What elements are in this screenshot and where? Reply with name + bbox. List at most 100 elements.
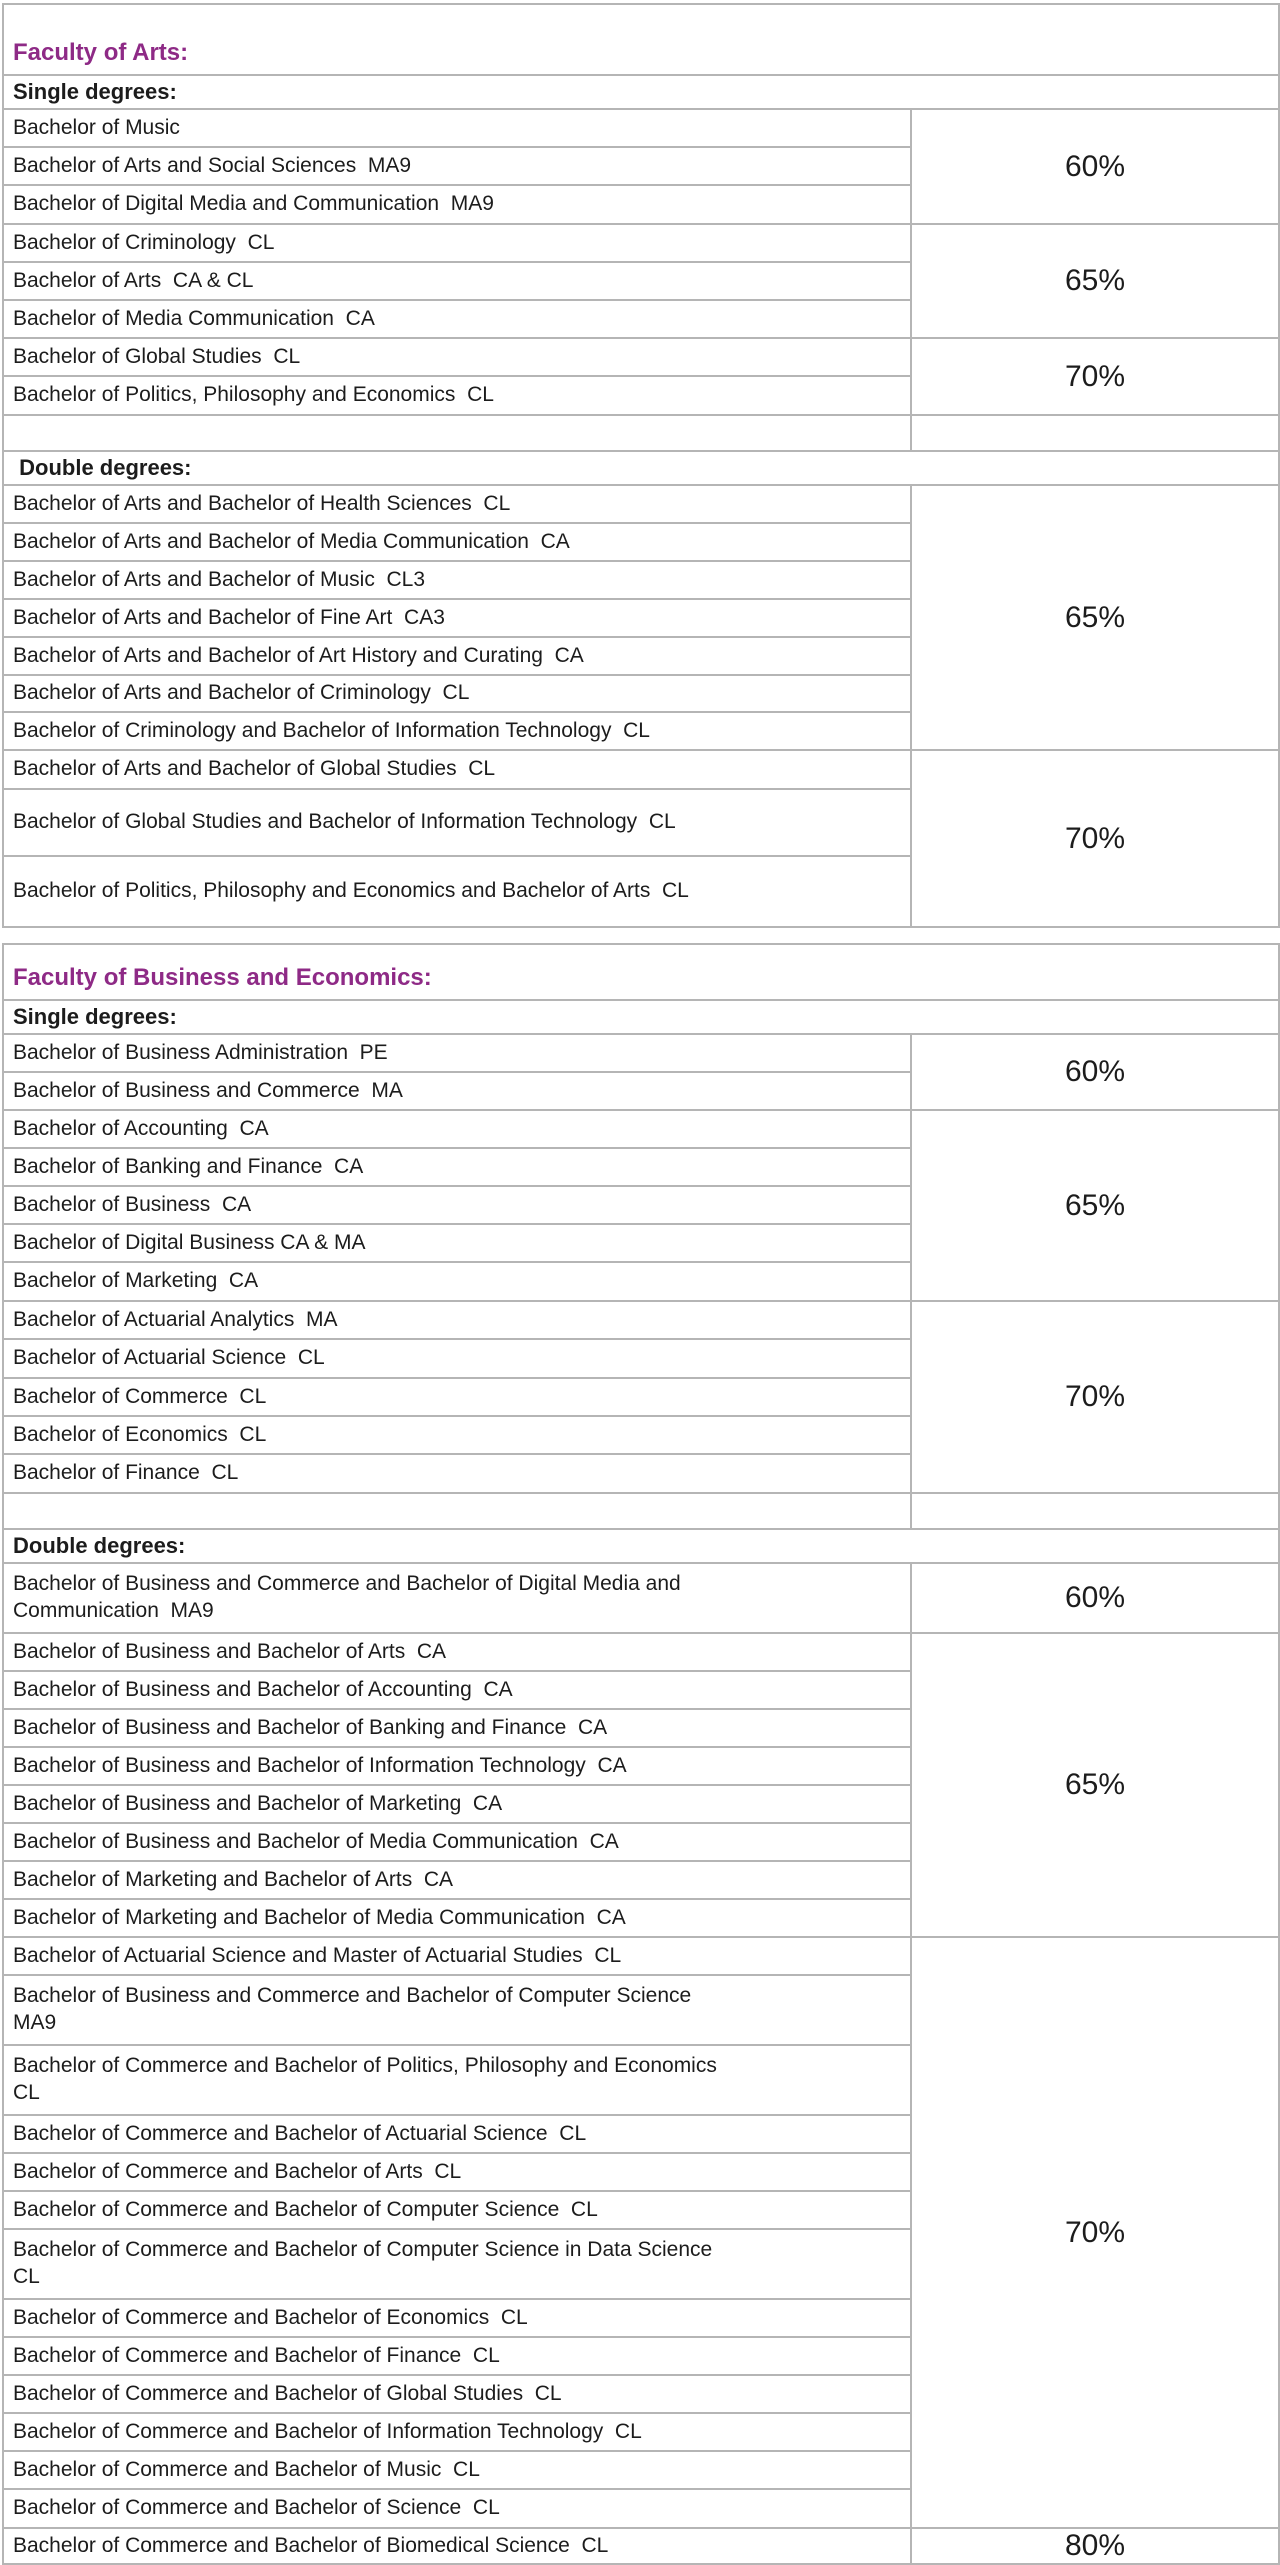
degree-row: Bachelor of Global Studies and Bachelor … <box>2 788 1279 857</box>
degree-name: Bachelor of Banking and Finance CA <box>2 1147 912 1187</box>
degree-name: Bachelor of Business and Bachelor of Ban… <box>2 1708 912 1748</box>
degree-row: Bachelor of Marketing and Bachelor of Ar… <box>2 1860 1279 1900</box>
degree-name: Bachelor of Digital Business CA & MA <box>2 1223 912 1263</box>
degree-name: Bachelor of Business and Bachelor of Med… <box>2 1822 912 1862</box>
degree-name: Bachelor of Business CA <box>2 1185 912 1225</box>
percent-value: 70% <box>909 1936 1280 2529</box>
degree-row: Bachelor of Arts and Social Sciences MA9 <box>2 146 1279 186</box>
faculty-heading-row: Faculty of Business and Economics: <box>1 943 1280 1001</box>
degree-row: Bachelor of Business and Commerce and Ba… <box>2 1974 1279 2046</box>
degree-row: Bachelor of Finance CL <box>2 1453 1279 1494</box>
degree-name: Bachelor of Actuarial Analytics MA <box>2 1300 912 1340</box>
degree-name: Bachelor of Criminology CL <box>2 223 912 263</box>
degree-row: Bachelor of Arts CA & CL <box>2 261 1279 301</box>
degree-name: Bachelor of Commerce and Bachelor of Act… <box>2 2114 912 2154</box>
degree-row: Bachelor of Politics, Philosophy and Eco… <box>2 375 1279 416</box>
degree-row: Bachelor of Arts and Bachelor of Art His… <box>2 636 1279 676</box>
degree-row: Bachelor of Commerce and Bachelor of Eco… <box>2 2298 1279 2338</box>
degree-name: Bachelor of Global Studies and Bachelor … <box>2 788 912 857</box>
degree-row: Bachelor of Commerce and Bachelor of Bio… <box>2 2527 1280 2565</box>
degree-name: Bachelor of Business and Bachelor of Acc… <box>2 1670 912 1710</box>
degree-name: Bachelor of Commerce and Bachelor of Eco… <box>2 2298 912 2338</box>
section-label: Single degrees: <box>1 999 1280 1035</box>
degree-name: Bachelor of Business and Commerce and Ba… <box>2 1562 912 1634</box>
degree-row: Bachelor of Actuarial Science CL <box>2 1338 1279 1379</box>
degree-name: Bachelor of Commerce and Bachelor of Pol… <box>2 2044 912 2116</box>
degree-row: Bachelor of Accounting CA 65% <box>2 1109 1280 1302</box>
degree-name: Bachelor of Arts CA & CL <box>2 261 912 301</box>
degree-name: Bachelor of Commerce and Bachelor of Sci… <box>2 2488 912 2529</box>
degree-row: Bachelor of Business Administration PE 60… <box>2 1033 1280 1111</box>
degree-row: Bachelor of Commerce and Bachelor of Com… <box>2 2190 1279 2230</box>
section-label: Double degrees: <box>2 450 1280 486</box>
faculty-table: Faculty of Arts: Single degrees: Bachelor … <box>2 3 1280 928</box>
degree-name: Bachelor of Business and Commerce and Ba… <box>2 1974 912 2046</box>
percent-value: 60% <box>909 1562 1280 1634</box>
table-gap <box>0 928 1280 943</box>
degree-row: Bachelor of Media Communication CA <box>2 299 1279 339</box>
degree-name: Bachelor of Media Communication CA <box>2 299 912 339</box>
degree-name: Bachelor of Business and Bachelor of Art… <box>2 1632 912 1672</box>
degree-name: Bachelor of Commerce and Bachelor of Mus… <box>2 2450 912 2490</box>
degree-name: Bachelor of Arts and Bachelor of Health … <box>2 484 912 524</box>
degree-name: Bachelor of Arts and Bachelor of Art His… <box>2 636 912 676</box>
degree-row: Bachelor of Marketing and Bachelor of Me… <box>2 1898 1279 1938</box>
degree-row: Bachelor of Business and Commerce MA <box>2 1071 1279 1111</box>
degree-name: Bachelor of Commerce and Bachelor of Bio… <box>2 2527 912 2565</box>
degree-row: Bachelor of Business CA <box>2 1185 1279 1225</box>
degree-name: Bachelor of Criminology and Bachelor of … <box>2 711 912 751</box>
degree-row: Bachelor of Digital Media and Communicat… <box>2 184 1279 225</box>
degree-name: Bachelor of Commerce CL <box>2 1377 912 1417</box>
degree-row: Bachelor of Criminology and Bachelor of … <box>2 711 1279 751</box>
spacer-cell-left <box>2 414 912 452</box>
degree-row: Bachelor of Arts and Bachelor of Music C… <box>2 560 1279 600</box>
degree-name: Bachelor of Business and Commerce MA <box>2 1071 912 1111</box>
degree-name: Bachelor of Accounting CA <box>2 1109 912 1149</box>
degree-name: Bachelor of Finance CL <box>2 1453 912 1494</box>
degree-row: Bachelor of Banking and Finance CA <box>2 1147 1279 1187</box>
degree-name: Bachelor of Politics, Philosophy and Eco… <box>2 855 912 928</box>
degree-row: Bachelor of Arts and Bachelor of Global … <box>2 749 1280 928</box>
degree-name: Bachelor of Economics CL <box>2 1415 912 1455</box>
degree-row: Bachelor of Arts and Bachelor of Crimino… <box>2 674 1279 713</box>
degree-row: Bachelor of Actuarial Analytics MA 70% <box>2 1300 1280 1494</box>
degree-row: Bachelor of Marketing CA <box>2 1261 1279 1302</box>
degree-row: Bachelor of Politics, Philosophy and Eco… <box>2 855 1279 928</box>
percent-value: 65% <box>910 223 1280 339</box>
degree-name: Bachelor of Business and Bachelor of Mar… <box>2 1784 912 1824</box>
degree-name: Bachelor of Marketing and Bachelor of Ar… <box>2 1860 912 1900</box>
spacer-cell-left <box>2 1492 912 1530</box>
percent-value: 80% <box>909 2527 1280 2565</box>
section-label-row: Double degrees: <box>2 450 1280 486</box>
degree-row: Bachelor of Business and Bachelor of Ban… <box>2 1708 1279 1748</box>
degree-row: Bachelor of Commerce and Bachelor of Com… <box>2 2228 1279 2300</box>
degree-row: Bachelor of Actuarial Science and Master… <box>2 1936 1280 2529</box>
degree-row: Bachelor of Commerce CL <box>2 1377 1279 1417</box>
degree-row: Bachelor of Criminology CL 65% <box>2 223 1280 339</box>
degree-row: Bachelor of Arts and Bachelor of Health … <box>2 484 1280 751</box>
spacer-cell-right <box>910 414 1280 452</box>
degree-name: Bachelor of Global Studies CL <box>2 337 912 377</box>
percent-value: 70% <box>910 337 1280 416</box>
degree-name: Bachelor of Digital Media and Communicat… <box>2 184 912 225</box>
degree-row: Bachelor of Business and Bachelor of Art… <box>2 1632 1280 1938</box>
degree-name: Bachelor of Marketing and Bachelor of Me… <box>2 1898 912 1938</box>
degree-name: Bachelor of Arts and Bachelor of Music C… <box>2 560 912 600</box>
degree-row: Bachelor of Business and Bachelor of Inf… <box>2 1746 1279 1786</box>
degree-row: Bachelor of Business and Commerce and Ba… <box>2 1562 1280 1634</box>
degree-name: Bachelor of Arts and Bachelor of Global … <box>2 749 912 790</box>
degree-row: Bachelor of Digital Business CA & MA <box>2 1223 1279 1263</box>
percent-value: 70% <box>910 749 1280 928</box>
section-label-row: Single degrees: <box>2 74 1280 110</box>
percent-value: 70% <box>909 1300 1280 1494</box>
percent-value: 60% <box>910 108 1280 225</box>
degree-name: Bachelor of Commerce and Bachelor of Glo… <box>2 2374 912 2414</box>
degree-row: Bachelor of Music 60% <box>2 108 1280 225</box>
degree-row: Bachelor of Business and Bachelor of Acc… <box>2 1670 1279 1710</box>
degree-name: Bachelor of Actuarial Science and Master… <box>2 1936 912 1976</box>
degree-name: Bachelor of Business Administration PE <box>2 1033 912 1073</box>
faculty-business-table: Faculty of Business and Economics: Single… <box>0 943 1280 2565</box>
degree-name: Bachelor of Arts and Bachelor of Media C… <box>2 522 912 562</box>
percent-value: 65% <box>909 1109 1280 1302</box>
